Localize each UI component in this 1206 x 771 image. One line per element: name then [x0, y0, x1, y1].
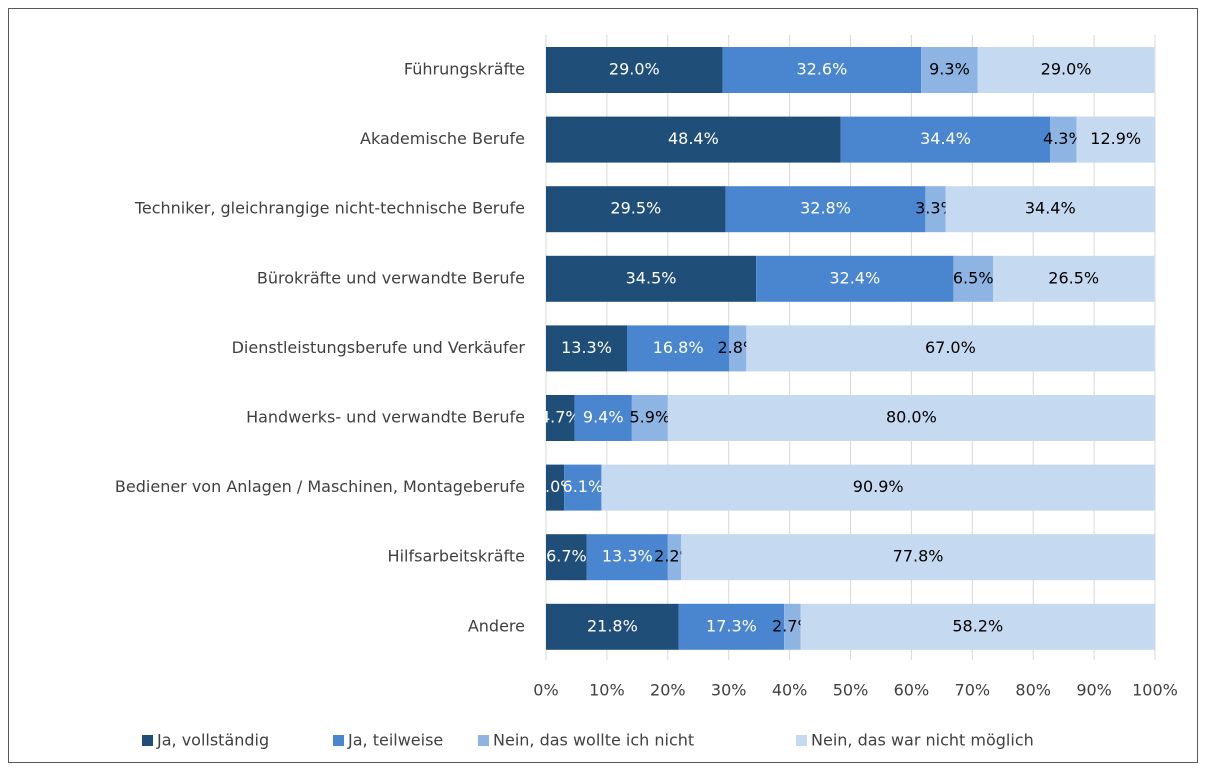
data-label: 77.8%	[893, 547, 944, 566]
bar-segment	[546, 464, 565, 511]
x-tick-label: 0%	[533, 681, 558, 700]
x-tick-label: 40%	[772, 681, 808, 700]
category-label: Handwerks- und verwandte Berufe	[246, 408, 525, 427]
bar-segment	[953, 255, 994, 302]
bar-segment	[993, 255, 1155, 302]
bar-segment	[667, 534, 682, 581]
data-label: 17.3%	[706, 616, 757, 635]
data-label: 29.0%	[609, 60, 660, 79]
bar-segment	[678, 603, 785, 650]
category-label: Hilfsarbeitskräfte	[388, 547, 525, 566]
x-tick-label: 20%	[650, 681, 686, 700]
data-label: 6.5%	[953, 268, 994, 287]
category-label: Techniker, gleichrangige nicht-technisch…	[134, 199, 525, 218]
bar-segment	[546, 534, 587, 581]
data-label: 12.9%	[1090, 129, 1141, 148]
bar-segment	[756, 255, 954, 302]
bar-segment	[784, 603, 801, 650]
data-label: 32.4%	[829, 268, 880, 287]
data-label: 48.4%	[668, 129, 719, 148]
data-label: 29.5%	[610, 199, 661, 218]
bar-segment	[626, 325, 730, 372]
data-label: 21.8%	[587, 616, 638, 635]
bar-segment	[925, 186, 946, 233]
data-label: 34.4%	[1025, 199, 1076, 218]
bar-segment	[546, 325, 627, 372]
data-label: 9.3%	[929, 60, 970, 79]
category-label: Bediener von Anlagen / Maschinen, Montag…	[115, 477, 525, 496]
x-tick-label: 50%	[833, 681, 869, 700]
data-label: 13.3%	[561, 338, 612, 357]
data-label: 13.3%	[602, 547, 653, 566]
bar-segment	[945, 186, 1155, 233]
bar-segment	[1050, 116, 1077, 163]
legend-swatch	[142, 735, 153, 746]
data-label: 32.8%	[800, 199, 851, 218]
data-label: 4.7%	[540, 408, 581, 427]
legend-label: Nein, das war nicht möglich	[811, 731, 1034, 750]
bar-segment	[586, 534, 668, 581]
x-tick-label: 60%	[894, 681, 930, 700]
data-label: 34.4%	[920, 129, 971, 148]
x-tick-label: 80%	[1015, 681, 1051, 700]
bar-segment	[722, 47, 922, 93]
bar-segment	[631, 395, 668, 441]
data-label: 4.3%	[1043, 129, 1084, 148]
data-label: 90.9%	[853, 477, 904, 496]
data-label: 16.8%	[653, 338, 704, 357]
bar-segment	[840, 116, 1051, 163]
bar-segment	[800, 603, 1155, 650]
bar-segment	[564, 464, 602, 511]
category-label: Andere	[468, 616, 525, 635]
category-label: Akademische Berufe	[360, 129, 525, 148]
bar-segment	[681, 534, 1155, 581]
bar-segment	[1076, 116, 1155, 163]
category-label: Führungskräfte	[404, 60, 525, 79]
bar-segment	[667, 395, 1155, 441]
bar-segment	[977, 47, 1155, 93]
legend-label: Nein, das wollte ich nicht	[493, 731, 694, 750]
legend-label: Ja, vollständig	[156, 731, 269, 750]
data-label: 29.0%	[1041, 60, 1092, 79]
bar-segment	[546, 395, 575, 441]
data-label: 32.6%	[796, 60, 847, 79]
bar-segment	[729, 325, 747, 372]
bar-segment	[601, 464, 1155, 511]
category-label: Bürokräfte und verwandte Berufe	[257, 268, 525, 287]
bar-segment	[546, 116, 841, 163]
bar-segment	[546, 603, 679, 650]
data-label: 6.7%	[546, 547, 587, 566]
bar-segment	[921, 47, 978, 93]
data-label: 6.1%	[563, 477, 604, 496]
x-tick-label: 30%	[711, 681, 747, 700]
data-label: 34.5%	[626, 268, 677, 287]
legend-swatch	[478, 735, 489, 746]
data-label: 5.9%	[630, 408, 671, 427]
data-label: 26.5%	[1048, 268, 1099, 287]
bar-segment	[746, 325, 1155, 372]
x-tick-label: 70%	[955, 681, 991, 700]
legend-swatch	[796, 735, 807, 746]
bar-segment	[574, 395, 632, 441]
data-label: 58.2%	[952, 616, 1003, 635]
category-label: Dienstleistungsberufe und Verkäufer	[232, 338, 526, 357]
bar-segment	[546, 47, 723, 93]
x-tick-label: 10%	[589, 681, 625, 700]
legend-label: Ja, teilweise	[347, 731, 443, 750]
data-label: 9.4%	[583, 408, 624, 427]
legend-swatch	[333, 735, 344, 746]
bar-segment	[725, 186, 926, 233]
x-tick-label: 100%	[1132, 681, 1178, 700]
x-tick-label: 90%	[1076, 681, 1112, 700]
data-label: 80.0%	[886, 408, 937, 427]
data-label: 67.0%	[925, 338, 976, 357]
bar-segment	[546, 255, 757, 302]
bar-segment	[546, 186, 726, 233]
